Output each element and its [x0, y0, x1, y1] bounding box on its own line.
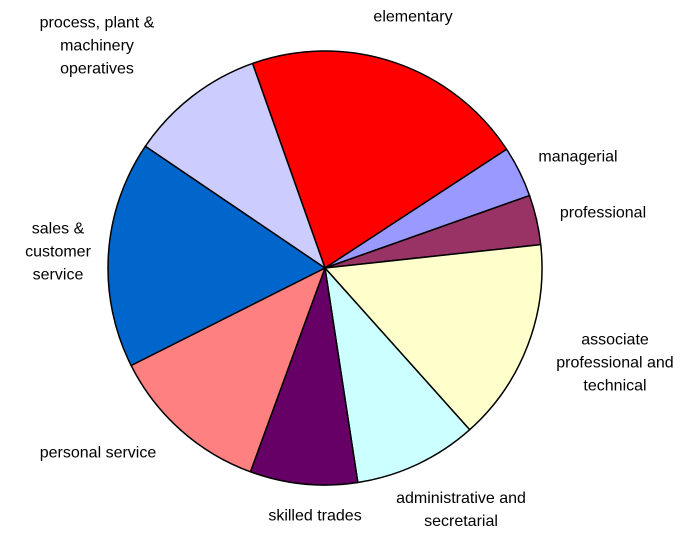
pie-slice	[324, 243, 543, 431]
pie-slice	[144, 62, 326, 269]
pie-slice	[324, 267, 471, 484]
pie-slice	[107, 145, 326, 367]
slice-label: associate professional and technical	[556, 331, 674, 395]
pie-slice	[130, 267, 326, 473]
pie-slice	[251, 50, 508, 269]
slice-label: professional	[559, 204, 647, 222]
slice-label: sales & customer service	[25, 220, 91, 284]
slice-label: personal service	[39, 444, 157, 462]
slice-label: skilled trades	[268, 507, 362, 525]
slice-label: managerial	[538, 148, 618, 166]
pie-slice	[249, 267, 359, 486]
slice-label: elementary	[373, 8, 453, 26]
slice-label: process, plant & machinery operatives	[39, 14, 155, 78]
slice-label: administrative and secretarial	[396, 490, 526, 530]
